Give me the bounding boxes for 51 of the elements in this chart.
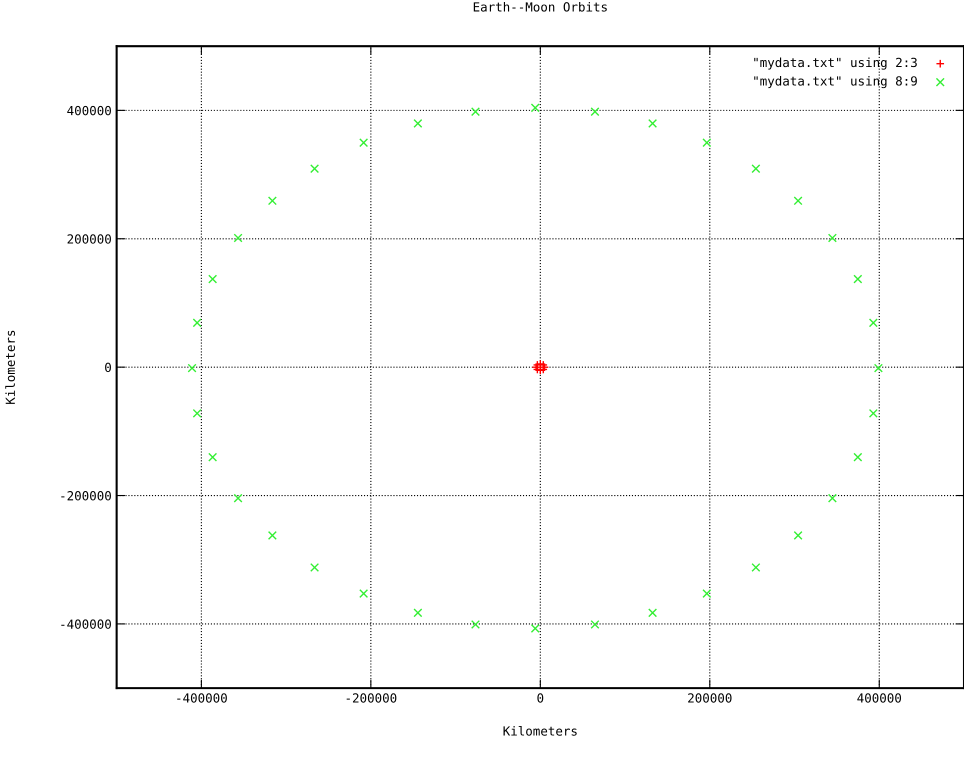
point <box>868 408 878 418</box>
chart-title: Earth--Moon Orbits <box>474 2 607 12</box>
y-tick-label: 0 <box>105 362 111 372</box>
point <box>874 364 883 373</box>
point <box>853 274 862 284</box>
point <box>868 318 878 328</box>
point <box>702 589 712 598</box>
point <box>530 624 540 633</box>
point <box>751 164 760 174</box>
point <box>530 103 540 112</box>
point <box>234 494 243 503</box>
legend-label: "mydata.txt" using 2:3 <box>754 57 917 70</box>
y-axis-title: Kilometers <box>5 330 16 404</box>
point <box>751 562 760 572</box>
point <box>590 620 600 629</box>
point <box>208 274 218 284</box>
point <box>794 530 803 540</box>
point <box>310 562 320 572</box>
point <box>471 620 480 629</box>
point <box>188 364 197 373</box>
point <box>590 107 600 116</box>
point <box>310 164 320 174</box>
x-tick-label: 0 <box>537 693 544 703</box>
x-tick-label: 200000 <box>688 693 732 703</box>
x-axis-title: Kilometers <box>504 726 577 736</box>
point <box>359 589 368 598</box>
point <box>702 138 712 148</box>
point <box>794 196 803 206</box>
point <box>648 608 658 618</box>
point <box>208 452 218 462</box>
point <box>192 318 202 328</box>
x-tick-label: -400000 <box>177 693 227 703</box>
point <box>192 408 202 418</box>
x-tick-label: 400000 <box>857 693 902 703</box>
point <box>268 530 277 540</box>
point <box>648 118 658 128</box>
point <box>413 608 422 618</box>
y-tick-label: 400000 <box>67 106 111 116</box>
y-tick-label: 200000 <box>68 234 111 244</box>
legend-label: "mydata.txt" using 8:9 <box>754 76 917 88</box>
x-tick-label: -200000 <box>346 693 396 703</box>
y-tick-label: -400000 <box>61 619 111 629</box>
y-tick-label: -200000 <box>61 491 111 500</box>
point <box>359 138 368 148</box>
point <box>268 196 277 206</box>
point <box>828 494 837 503</box>
point <box>828 233 837 242</box>
point <box>471 107 480 116</box>
point <box>853 452 862 462</box>
point <box>413 118 422 128</box>
point <box>234 233 243 242</box>
